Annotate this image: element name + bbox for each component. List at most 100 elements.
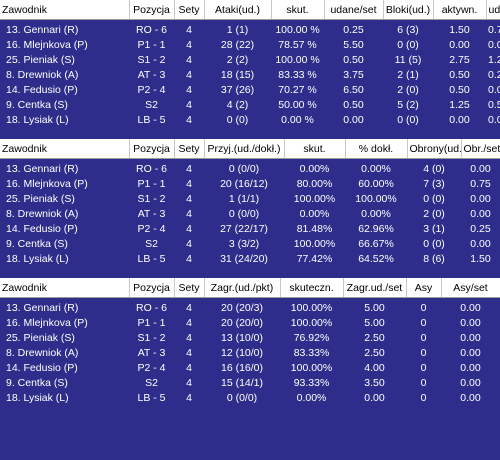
stat-cell: 15 (14/1) [220,376,264,389]
stat-cell: AT - 3 [137,346,166,359]
column-header[interactable]: Obr./set [461,139,500,159]
player-name-cell: 25. Pieniak (S) [6,331,75,344]
player-name-cell: 13. Gennari (R) [6,23,79,36]
stat-cell: 0.25 [470,222,491,235]
stat-cell: 1.50 [470,252,491,265]
stat-cell: 31 (24/20) [220,252,268,265]
stat-cell: 0.00 [460,376,481,389]
player-name-cell: 16. Mlejnkova (P) [6,316,88,329]
player-name-cell: 8. Drewniok (A) [6,207,79,220]
stat-cell: 0.00% [296,391,327,404]
stat-cell: 2 (0) [423,207,445,220]
stat-cell: S1 - 2 [137,53,166,66]
column-header[interactable]: Zagr.ud./set [343,278,407,298]
stat-cell: 0 (0) [423,192,445,205]
stat-cell: AT - 3 [137,207,166,220]
table-row[interactable]: 25. Pieniak (S) S1 - 2 4 13 (10/0) 76.92% 2.5… [0,330,500,345]
stat-cell: 0.00% [299,162,330,175]
table-row[interactable]: 8. Drewniok (A) AT - 3 4 18 (15) 83.33 % 3.75… [0,67,500,82]
table-row[interactable]: 14. Fedusio (P) P2 - 4 4 27 (22/17) 81.48% 62… [0,221,500,236]
player-name-cell: 9. Centka (S) [6,98,68,111]
table-row[interactable]: 13. Gennari (R) RO - 6 4 1 (1) 100.00 % 0.25 6… [0,20,500,38]
stat-cell: 62.96% [358,222,394,235]
table-row[interactable]: 25. Pieniak (S) S1 - 2 4 1 (1/1) 100.00% 100.… [0,191,500,206]
column-header[interactable]: Obrony(ud.) [407,139,462,159]
table-row[interactable]: 8. Drewniok (A) AT - 3 4 0 (0/0) 0.00% 0.00% 2… [0,206,500,221]
column-header[interactable]: Zawodnik [0,0,130,20]
column-header[interactable]: Asy [406,278,442,298]
column-header[interactable]: udane/set [324,0,384,20]
table-row[interactable]: 14. Fedusio (P) P2 - 4 4 37 (26) 70.27 % 6.50… [0,82,500,97]
column-header[interactable]: Przyj.(ud./dokł.) [204,139,285,159]
stat-cell: 27 (22/17) [220,222,268,235]
stat-cell: S2 [145,376,158,389]
stat-cell: 0.50 [449,83,470,96]
table-row[interactable]: 13. Gennari (R) RO - 6 4 0 (0/0) 0.00% 0.00% 4… [0,159,500,177]
table-row[interactable]: 18. Lysiak (L) LB - 5 4 31 (24/20) 77.42% 64.… [0,251,500,266]
column-header[interactable]: aktywn. [433,0,487,20]
player-name-cell: 18. Lysiak (L) [6,113,69,126]
table-row[interactable]: 9. Centka (S) S2 4 3 (3/2) 100.00% 66.67% 0 (0… [0,236,500,251]
stat-cell: 100.00% [293,192,336,205]
stat-cell: 4 [186,316,192,329]
table-row[interactable]: 14. Fedusio (P) P2 - 4 4 16 (16/0) 100.00% 4.… [0,360,500,375]
stat-cell: 0 [420,391,427,404]
stat-cell: 1 (1/1) [228,192,260,205]
table-row[interactable]: 18. Lysiak (L) LB - 5 4 0 (0) 0.00 % 0.00 0 (0… [0,112,500,127]
table-row[interactable]: 13. Gennari (R) RO - 6 4 20 (20/3) 100.00% 5.… [0,298,500,316]
stat-cell: 18 (15) [220,68,255,81]
stat-cell: 100.00 % [275,23,320,36]
stat-cell: 16 (16/0) [220,361,264,374]
table-row[interactable]: 18. Lysiak (L) LB - 5 4 0 (0/0) 0.00% 0.00 0 0.… [0,390,500,405]
stat-cell: 4 [186,361,192,374]
stat-cell: 1.50 [449,23,470,36]
table-row[interactable]: 9. Centka (S) S2 4 4 (2) 50.00 % 0.50 5 (2) 1.2… [0,97,500,112]
column-header[interactable]: ud./set [486,0,500,20]
stat-cell: 0.00 [460,331,481,344]
column-header[interactable]: Bloki(ud.) [383,0,434,20]
table-row[interactable]: 25. Pieniak (S) S1 - 2 4 2 (2) 100.00 % 0.50 1… [0,52,500,67]
column-header[interactable]: skut. [271,0,325,20]
stat-cell: 0 [420,301,427,314]
column-header[interactable]: Sety [174,139,205,159]
stat-cell: 0.00 [488,113,500,126]
table-row[interactable]: 16. Mlejnkova (P) P1 - 1 4 20 (20/0) 100.00%… [0,315,500,330]
column-header[interactable]: Sety [174,278,205,298]
stat-cell: 11 (5) [394,53,422,66]
stat-cell: 2 (1) [397,68,419,81]
player-name-cell: 14. Fedusio (P) [6,83,78,96]
stat-cell: 0 (0) [397,38,419,51]
column-header[interactable]: skuteczn. [280,278,344,298]
stat-cell: 2 (2) [226,53,249,66]
stat-cell: 4 (2) [226,98,249,111]
column-header[interactable]: Pozycja [129,139,175,159]
stat-cell: 3.75 [343,68,364,81]
column-header[interactable]: Pozycja [129,278,175,298]
stat-cell: 1 (1) [226,23,249,36]
stat-cell: 100.00% [290,301,333,314]
stat-cell: 0 (0) [397,113,419,126]
stat-cell: 83.33% [293,346,330,359]
table-row[interactable]: 16. Mlejnkova (P) P1 - 1 4 28 (22) 78.57 % 5.… [0,37,500,52]
stat-cell: 0.00 [470,207,491,220]
table-row[interactable]: 8. Drewniok (A) AT - 3 4 12 (10/0) 83.33% 2.5… [0,345,500,360]
stat-cell: 0.50 [343,53,364,66]
column-header[interactable]: Zawodnik [0,278,130,298]
column-header[interactable]: skut. [284,139,346,159]
stat-cell: RO - 6 [136,162,167,175]
column-header[interactable]: Asy/set [441,278,500,298]
column-header[interactable]: Sety [174,0,205,20]
table-row[interactable]: 9. Centka (S) S2 4 15 (14/1) 93.33% 3.50 0 0.00 [0,375,500,390]
stat-cell: 20 (16/12) [220,177,268,190]
column-header[interactable]: % dokł. [345,139,408,159]
stat-cell: 0.00% [361,207,391,220]
header-row: Zawodnik Pozycja Sety Zagr.(ud./pkt) skutecz… [0,278,500,298]
column-header[interactable]: Pozycja [129,0,175,20]
column-header[interactable]: Zawodnik [0,139,130,159]
stat-cell: 5.50 [343,38,364,51]
column-header[interactable]: Ataki(ud.) [204,0,272,20]
column-header[interactable]: Zagr.(ud./pkt) [204,278,281,298]
stat-cell: 4 [186,192,192,205]
stat-cell: 4 [186,391,192,404]
table-row[interactable]: 16. Mlejnkova (P) P1 - 1 4 20 (16/12) 80.00%… [0,176,500,191]
